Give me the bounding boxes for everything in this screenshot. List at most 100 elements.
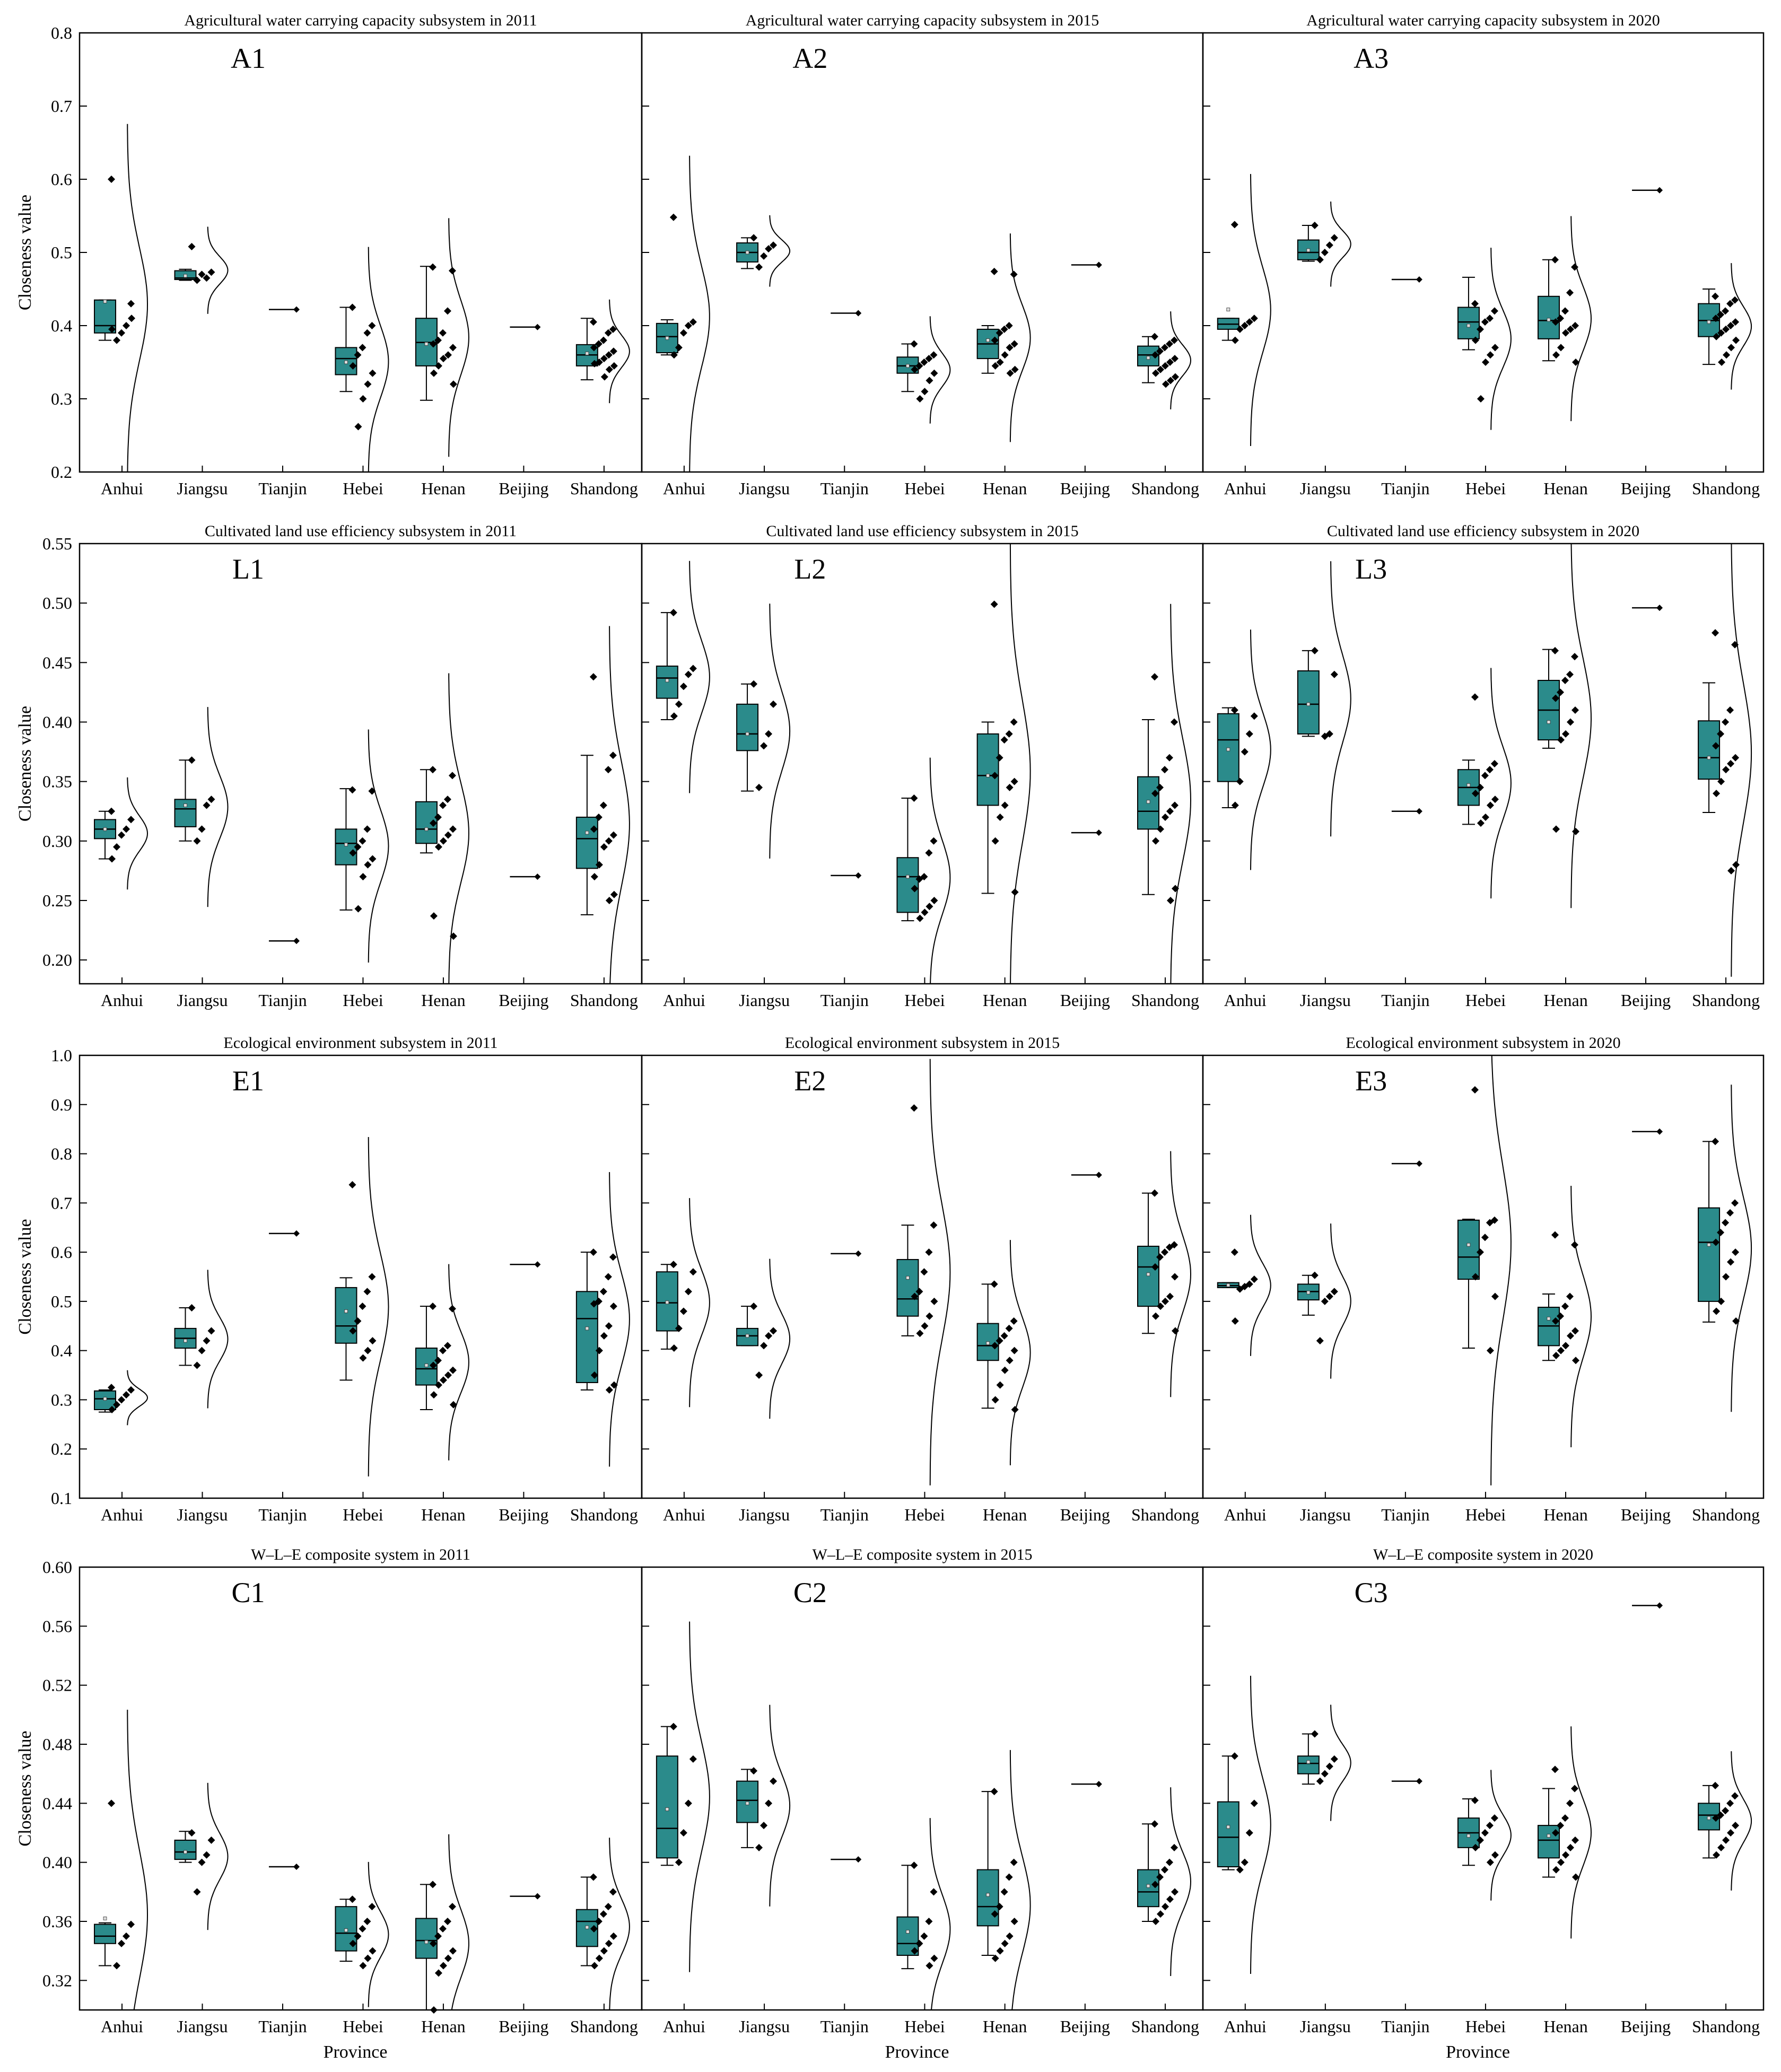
data-point (1486, 801, 1494, 809)
data-point (1722, 1273, 1730, 1281)
distribution-curve (689, 1198, 710, 1407)
data-point (1236, 1866, 1244, 1874)
data-point (1325, 1762, 1333, 1770)
data-point (675, 1324, 683, 1332)
box-iqr (174, 1839, 197, 1860)
data-point (434, 362, 442, 370)
series-hebei (335, 247, 389, 473)
data-point (1551, 1765, 1559, 1773)
x-axis-label: Province (1446, 2042, 1510, 2062)
data-point (1561, 1851, 1569, 1859)
data-point (765, 1799, 773, 1807)
y-tick-label: 0.2 (51, 462, 72, 482)
data-point (449, 344, 457, 352)
data-point (1712, 742, 1720, 750)
data-point (1316, 1337, 1324, 1345)
x-tick-label: Shandong (570, 2017, 638, 2036)
data-point (449, 1947, 457, 1955)
data-point (604, 1273, 612, 1281)
mean-marker (665, 1300, 669, 1305)
data-point (448, 772, 456, 780)
data-point (670, 351, 678, 359)
distribution-curve (1490, 1770, 1512, 1901)
data-point (198, 1347, 206, 1354)
series-hebei (335, 1861, 389, 2007)
series-anhui (656, 1621, 710, 1972)
data-point (920, 359, 928, 366)
series-beijing (1071, 1171, 1102, 1178)
data-point (1732, 861, 1740, 869)
data-point (1171, 1843, 1178, 1851)
x-tick-label: Hebei (904, 2017, 945, 2036)
data-point (1476, 1248, 1484, 1256)
data-point (1486, 314, 1494, 322)
data-point (1717, 1843, 1725, 1851)
data-point (439, 1376, 447, 1384)
data-point (203, 274, 211, 282)
data-point (589, 318, 597, 326)
data-point (188, 756, 196, 764)
series-tianjin (1391, 276, 1422, 283)
y-tick-label: 0.40 (42, 712, 72, 731)
data-point (1717, 311, 1725, 319)
data-point (1570, 653, 1578, 661)
x-tick-label: Beijing (1060, 1505, 1110, 1524)
data-point (1717, 730, 1725, 738)
data-point (604, 329, 612, 337)
data-point (1476, 325, 1484, 333)
data-point (1316, 1777, 1324, 1785)
data-point (689, 1268, 697, 1276)
data-point (1557, 1858, 1565, 1866)
data-point (443, 1918, 451, 1925)
data-point (1167, 896, 1175, 904)
mean-marker (1146, 356, 1150, 360)
data-point (359, 837, 366, 845)
data-point (750, 680, 758, 688)
x-tick-label: Hebei (343, 2017, 383, 2036)
y-axis-label: Closeness value (15, 706, 35, 821)
data-point (996, 359, 1004, 366)
data-point (770, 1327, 778, 1335)
y-tick-label: 0.44 (42, 1794, 72, 1813)
data-point (1731, 1199, 1739, 1207)
distribution-curve (769, 1258, 791, 1419)
data-point (915, 1288, 923, 1296)
panel-tag: L3 (1355, 553, 1387, 585)
data-point (1010, 1317, 1018, 1325)
distribution-curve (929, 757, 951, 984)
y-tick-label: 0.8 (51, 23, 72, 42)
distribution-curve (1250, 630, 1271, 870)
x-tick-label: Shandong (1692, 479, 1760, 498)
x-tick-label: Jiangsu (177, 1505, 228, 1524)
data-point (443, 1342, 451, 1350)
data-point (1156, 1873, 1164, 1881)
data-point (1556, 314, 1564, 322)
data-point (926, 1962, 933, 1970)
data-point (123, 1391, 130, 1399)
panel-title: W–L–E composite system in 2020 (1373, 1546, 1593, 1563)
data-point (1722, 307, 1730, 315)
single-value-point (1656, 1128, 1663, 1135)
x-tick-label: Henan (1543, 2017, 1588, 2036)
distribution-curve (1250, 1214, 1271, 1356)
data-point (770, 1777, 778, 1785)
data-point (449, 825, 457, 833)
data-point (118, 831, 126, 839)
x-tick-label: Anhui (1224, 1505, 1267, 1524)
x-tick-label: Tianjin (258, 479, 307, 498)
data-point (108, 176, 116, 183)
y-tick-label: 0.45 (42, 653, 72, 672)
data-point (1713, 790, 1721, 798)
data-point (429, 263, 436, 271)
mean-marker (1226, 308, 1230, 312)
data-point (1006, 1932, 1014, 1940)
x-tick-label: Beijing (499, 2017, 548, 2036)
data-point (910, 340, 918, 348)
mean-marker (665, 678, 669, 683)
series-shandong (1698, 1751, 1752, 1891)
mean-marker (1306, 248, 1311, 252)
data-point (679, 329, 687, 337)
data-point (1325, 241, 1333, 249)
data-point (930, 369, 938, 377)
